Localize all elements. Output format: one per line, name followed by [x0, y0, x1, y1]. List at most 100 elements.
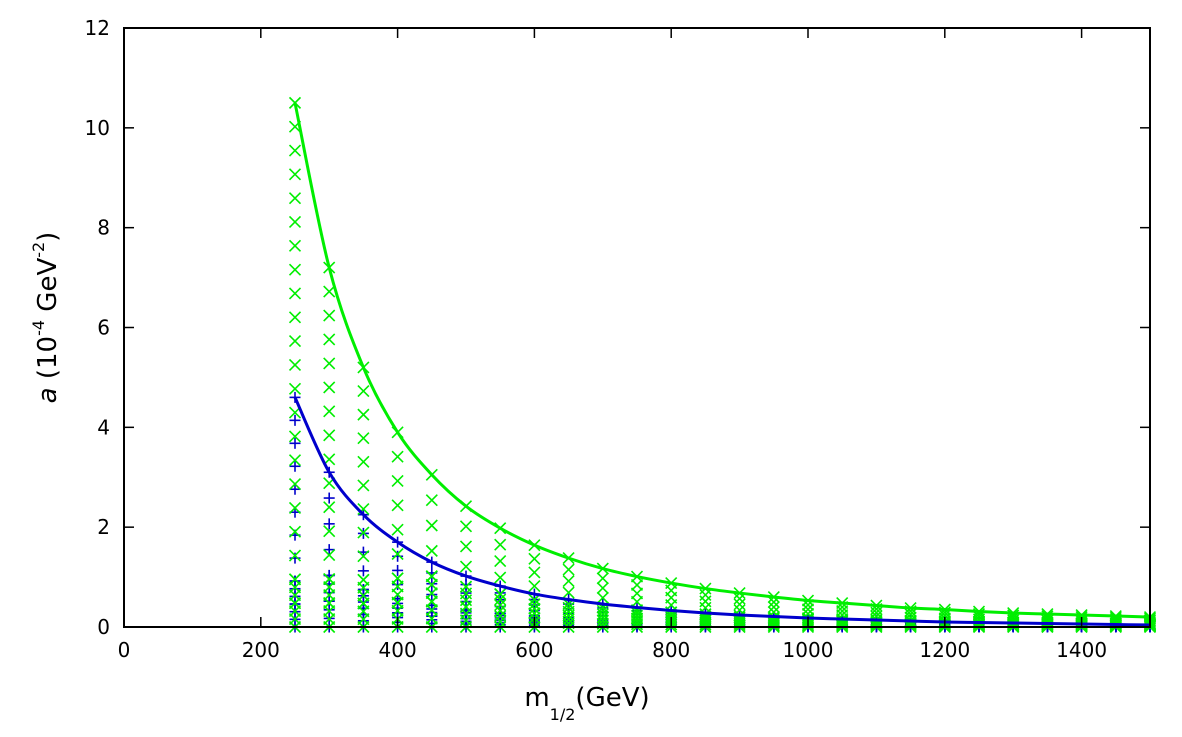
marker-stroke [528, 607, 541, 620]
marker-stroke [323, 381, 336, 394]
marker-stroke [288, 287, 302, 300]
data-point [357, 384, 370, 398]
data-point [391, 450, 404, 463]
data-point [323, 492, 335, 504]
data-point [665, 606, 678, 619]
marker-stroke [767, 612, 780, 625]
marker-stroke [699, 612, 712, 625]
data-point [836, 618, 849, 631]
y-tick-label: 2 [97, 515, 110, 539]
marker-stroke [596, 581, 609, 595]
marker-stroke [733, 598, 746, 611]
data-point [528, 552, 541, 565]
data-point [323, 333, 336, 346]
plot-area [288, 96, 1157, 634]
data-point [699, 612, 712, 625]
marker-stroke [288, 335, 302, 348]
data-point [528, 566, 541, 579]
series-lower-line [293, 396, 1151, 627]
data-point [289, 575, 301, 587]
x-tick-label: 800 [652, 638, 690, 662]
data-point [391, 474, 404, 488]
marker-stroke [562, 586, 575, 599]
marker-stroke [391, 499, 404, 512]
data-point [289, 552, 301, 564]
marker-stroke [494, 593, 507, 606]
data-point [767, 615, 780, 629]
data-point [733, 598, 746, 611]
data-point [289, 437, 301, 449]
marker-stroke [425, 570, 438, 583]
data-point [357, 573, 370, 586]
data-point [357, 432, 370, 445]
data-point [288, 501, 302, 514]
data-point [288, 192, 302, 205]
marker-stroke [528, 580, 541, 593]
marker-stroke [391, 547, 404, 561]
marker-stroke [596, 604, 609, 617]
y-title-end: ) [33, 232, 63, 242]
data-point [323, 309, 336, 322]
y-title-sup2: -2 [29, 242, 48, 258]
data-point [494, 555, 507, 568]
data-point [425, 519, 438, 532]
data-point [391, 547, 404, 561]
marker-stroke [528, 602, 541, 615]
marker-stroke [288, 358, 302, 372]
data-point [494, 538, 507, 551]
marker-stroke [596, 572, 609, 585]
x-title-main: m [524, 683, 549, 713]
data-point [288, 287, 302, 300]
marker-stroke [494, 555, 507, 568]
x-tick-label: 1200 [919, 638, 970, 662]
data-point [459, 540, 473, 553]
data-point [562, 575, 575, 588]
marker-stroke [425, 519, 438, 532]
data-point [288, 215, 302, 229]
data-point [459, 560, 473, 573]
marker-stroke [391, 450, 404, 463]
marker-stroke [357, 432, 370, 445]
data-point [391, 523, 404, 536]
data-point [323, 501, 336, 514]
data-point [596, 604, 609, 617]
marker-stroke [323, 405, 336, 418]
marker-stroke [288, 477, 302, 491]
data-point [494, 571, 507, 584]
y-tick-label: 12 [85, 16, 110, 40]
data-point [323, 405, 336, 418]
marker-stroke [357, 526, 370, 539]
marker-stroke [459, 560, 473, 573]
data-point [289, 414, 301, 426]
marker-stroke [870, 619, 883, 632]
marker-stroke [425, 494, 438, 507]
data-point [288, 263, 302, 276]
data-point [528, 580, 541, 593]
marker-stroke [596, 591, 609, 604]
marker-stroke [357, 384, 370, 398]
data-point [288, 573, 302, 586]
marker-stroke [288, 311, 302, 324]
y-tick-label: 0 [97, 615, 110, 639]
marker-stroke [733, 592, 746, 605]
marker-stroke [323, 501, 336, 514]
marker-stroke [425, 544, 438, 557]
data-point [289, 460, 301, 472]
data-point [392, 579, 404, 591]
data-point [357, 584, 369, 596]
x-tick-label: 1000 [783, 638, 834, 662]
marker-stroke [288, 192, 302, 205]
data-point [699, 595, 712, 608]
marker-stroke [288, 549, 302, 562]
data-point [288, 549, 302, 562]
data-point [596, 581, 609, 595]
marker-stroke [323, 333, 336, 346]
marker-stroke [357, 408, 370, 421]
marker-stroke [288, 144, 302, 157]
data-point [357, 526, 370, 539]
marker-stroke [562, 563, 575, 576]
marker-stroke [288, 573, 302, 586]
marker-stroke [494, 571, 507, 584]
y-tick-label: 6 [97, 316, 110, 340]
